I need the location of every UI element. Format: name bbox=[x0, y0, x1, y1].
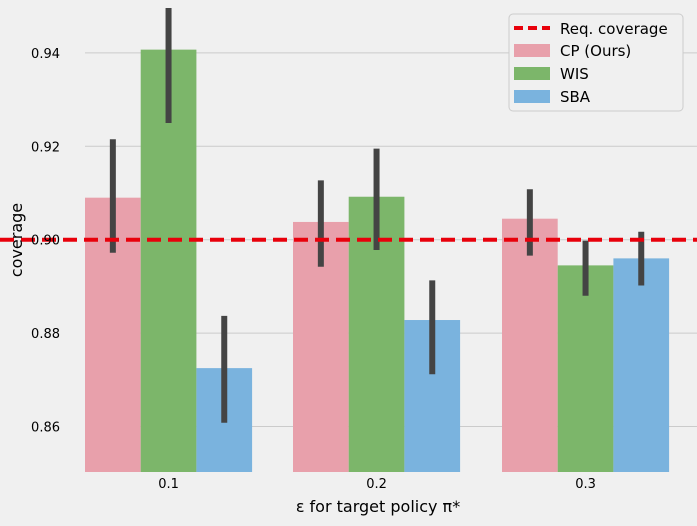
legend-swatch-wis bbox=[514, 67, 550, 80]
legend-label-wis: WIS bbox=[560, 65, 589, 83]
bar-sba-0.3 bbox=[613, 258, 670, 472]
bars bbox=[85, 49, 670, 473]
legend-swatch-sba bbox=[514, 90, 550, 103]
legend-label-req-coverage: Req. coverage bbox=[560, 20, 668, 38]
x-tick-label: 0.1 bbox=[158, 477, 179, 492]
y-tick-label: 0.86 bbox=[31, 421, 60, 436]
legend-swatch-cp bbox=[514, 44, 550, 57]
x-tick-label: 0.3 bbox=[575, 477, 596, 492]
tick-labels: 0.86 0.88 0.90 0.92 0.94 0.1 0.2 0.3 bbox=[31, 47, 596, 492]
legend-label-sba: SBA bbox=[560, 88, 591, 106]
error-bars bbox=[109, 8, 645, 423]
x-tick-label: 0.2 bbox=[366, 477, 387, 492]
legend-box bbox=[508, 13, 684, 112]
y-tick-label: 0.90 bbox=[31, 234, 60, 249]
y-tick-label: 0.92 bbox=[31, 140, 60, 155]
y-tick-label: 0.94 bbox=[31, 47, 60, 62]
legend: Req. coverage CP (Ours) WIS SBA bbox=[508, 13, 684, 112]
x-axis-label: ε for target policy π* bbox=[296, 497, 460, 516]
y-tick-label: 0.88 bbox=[31, 327, 60, 342]
bar-wis-0.3 bbox=[557, 265, 614, 472]
legend-label-cp: CP (Ours) bbox=[560, 42, 631, 60]
y-axis-label: coverage bbox=[7, 203, 26, 277]
bar-cp-ours-0.3 bbox=[502, 218, 558, 472]
